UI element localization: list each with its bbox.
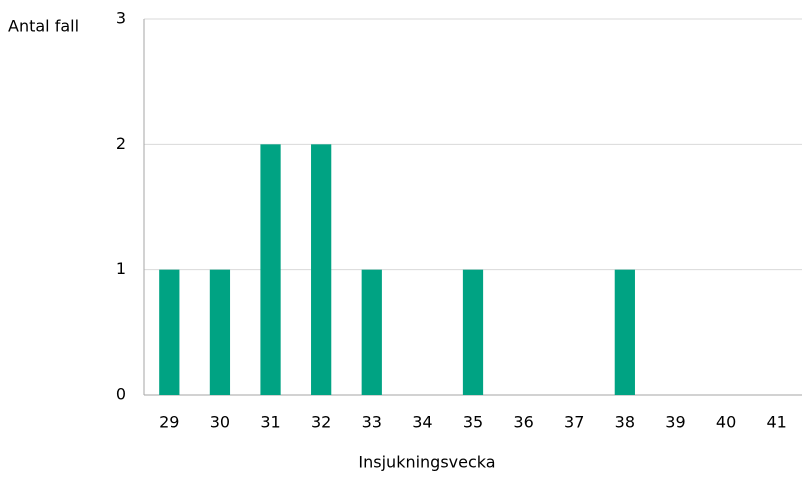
bar <box>159 269 180 395</box>
bar <box>614 269 635 395</box>
x-tick-label: 39 <box>665 413 685 432</box>
x-tick-label: 38 <box>615 413 635 432</box>
bar <box>462 269 484 395</box>
x-tick-label: 33 <box>362 413 382 432</box>
x-tick-label: 40 <box>716 413 736 432</box>
x-tick-label: 34 <box>412 413 432 432</box>
x-tick-label: 29 <box>159 413 179 432</box>
x-tick-label: 41 <box>767 413 787 432</box>
y-axis-title: Antal fall <box>8 17 79 36</box>
bar <box>209 269 231 395</box>
x-axis-title: Insjukningsvecka <box>358 453 495 472</box>
y-tick-label: 2 <box>116 134 126 153</box>
bar <box>361 269 382 395</box>
x-tick-label: 32 <box>311 413 331 432</box>
x-tick-label: 30 <box>210 413 230 432</box>
bar <box>260 144 281 395</box>
y-tick-label: 0 <box>116 385 126 404</box>
x-tick-label: 35 <box>463 413 483 432</box>
x-tick-label: 37 <box>564 413 584 432</box>
x-tick-label: 36 <box>513 413 533 432</box>
y-tick-label: 3 <box>116 9 126 28</box>
bar <box>311 144 332 395</box>
y-tick-label: 1 <box>116 259 126 278</box>
x-tick-label: 31 <box>260 413 280 432</box>
